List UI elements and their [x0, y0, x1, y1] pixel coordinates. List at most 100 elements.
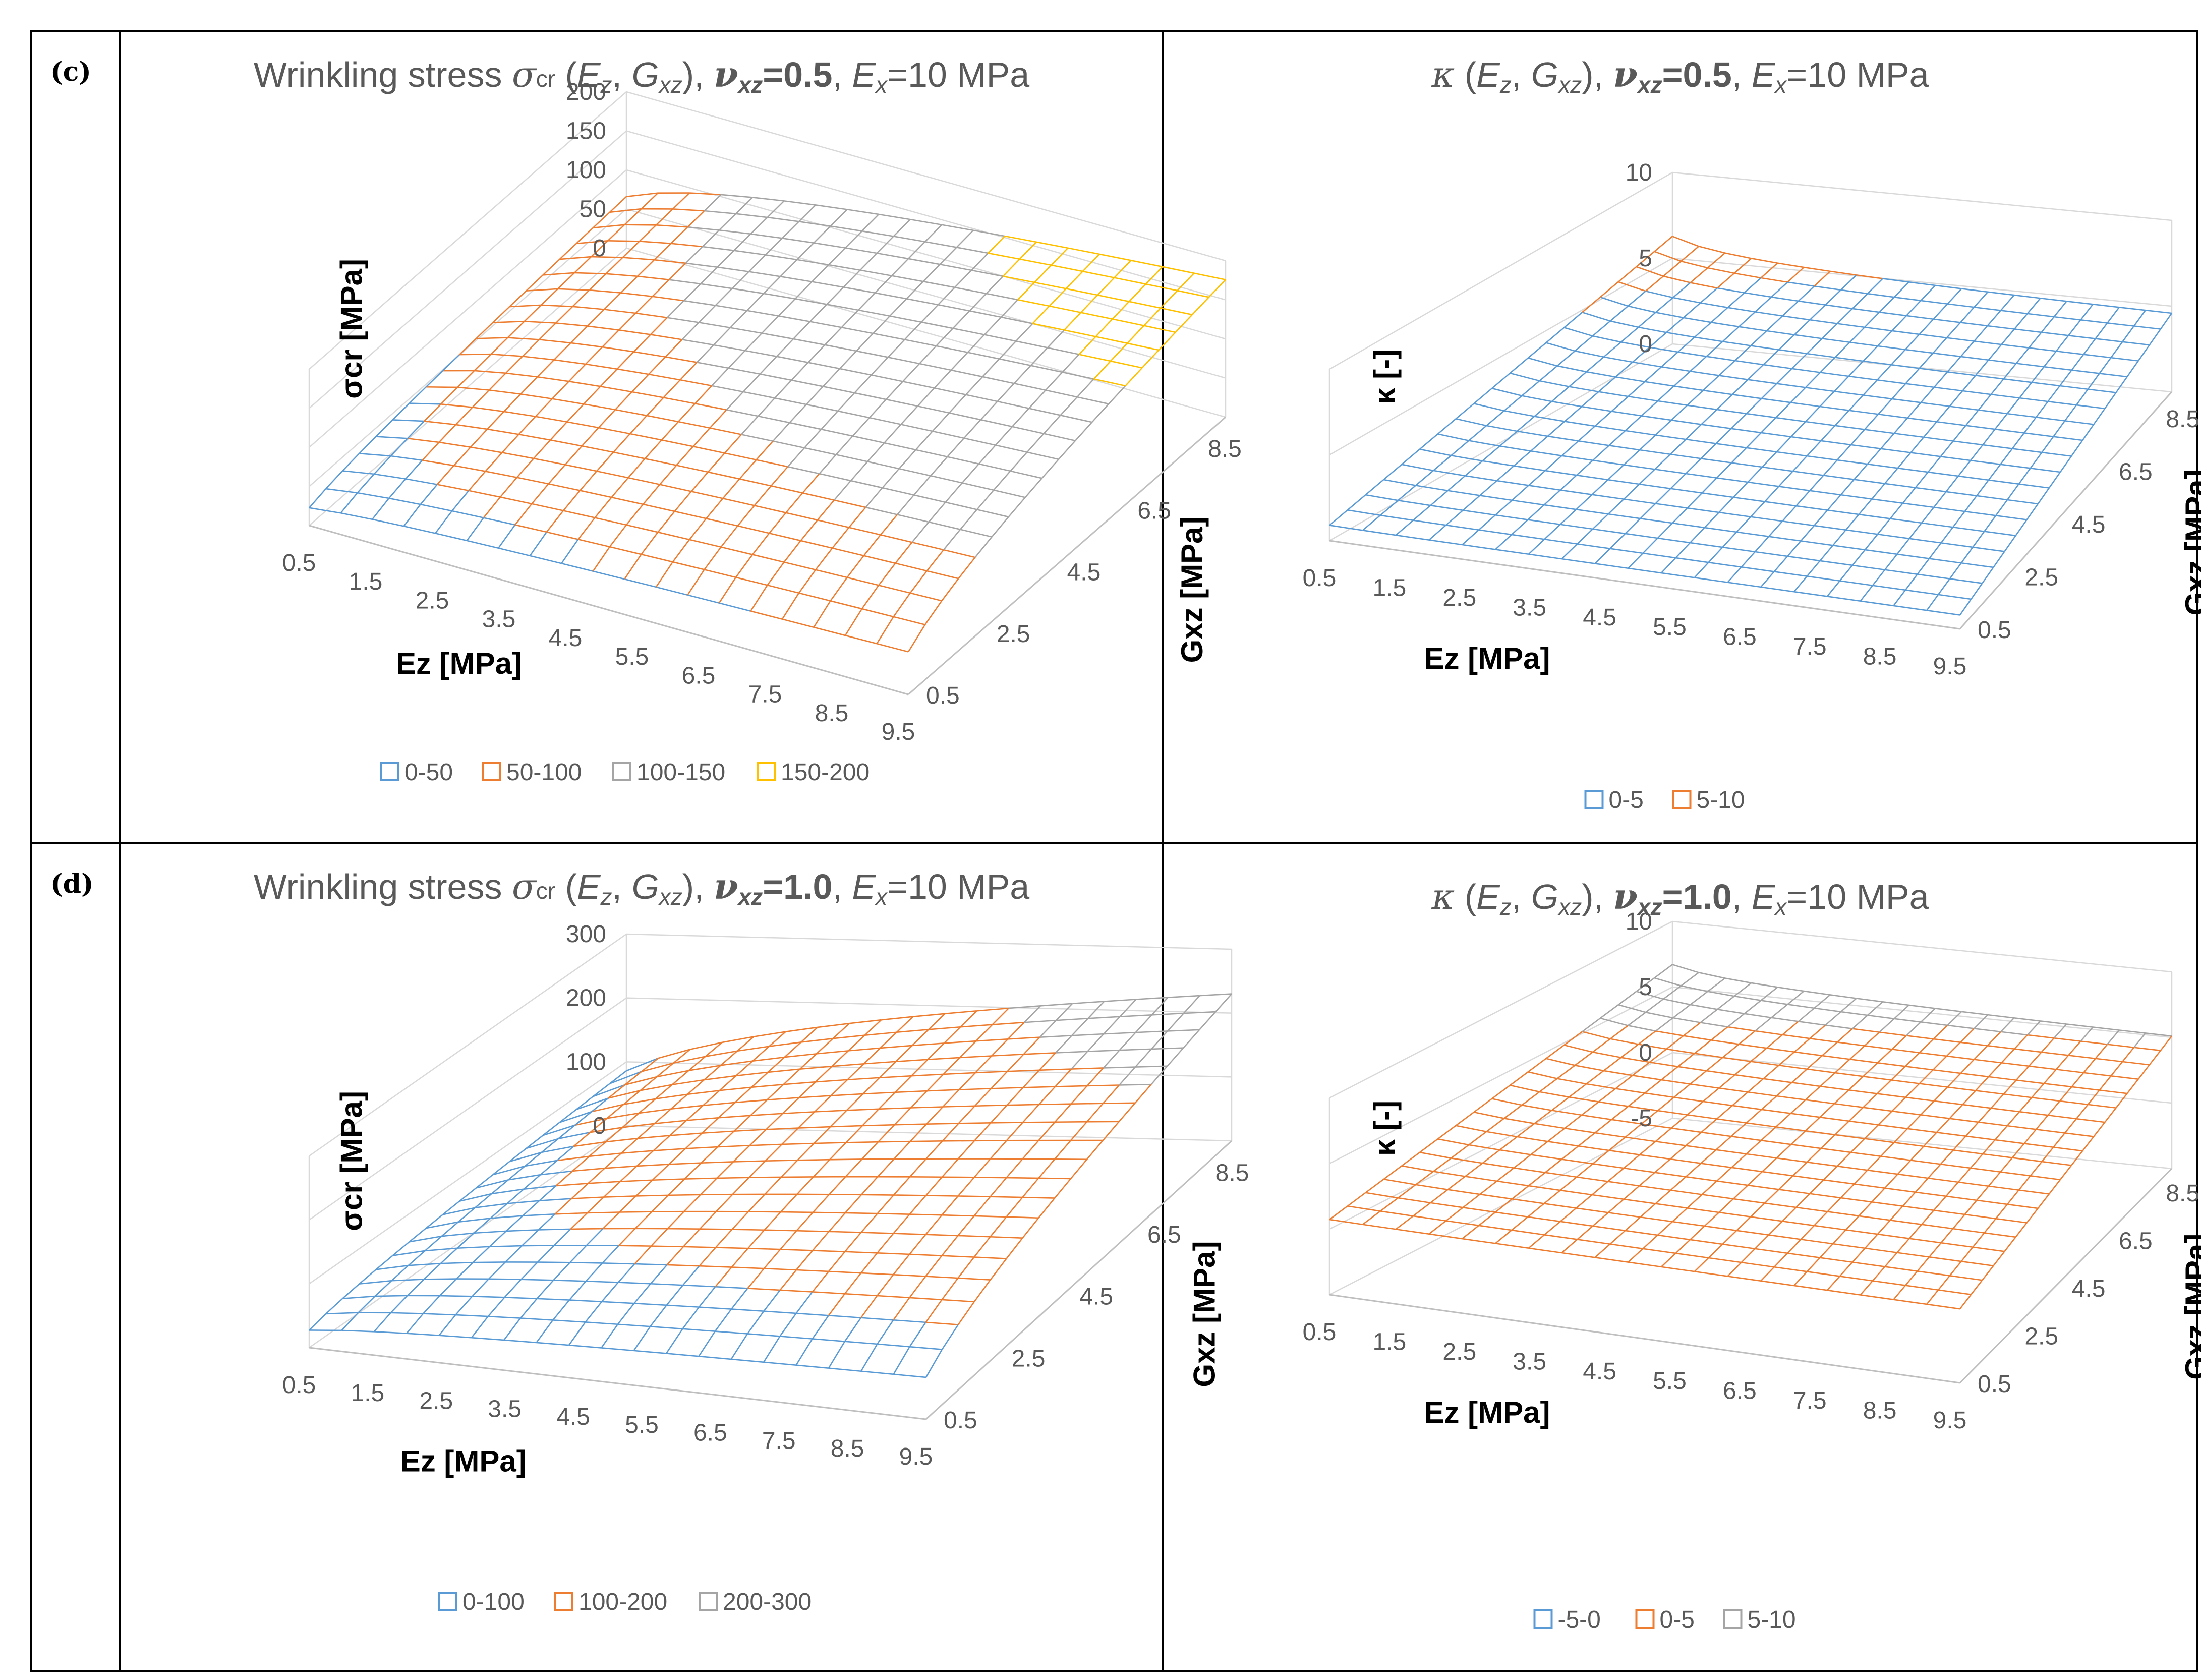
- surface-edge: [990, 1140, 1007, 1160]
- surface-edge: [1747, 467, 1763, 483]
- surface-edge: [921, 321, 953, 329]
- surface-edge: [1825, 289, 1841, 306]
- surface-edge: [1965, 1135, 1995, 1141]
- surface-edge: [1796, 505, 1828, 511]
- surface-edge: [1848, 1076, 1864, 1091]
- surface-edge: [1077, 396, 1109, 405]
- surface-edge: [491, 1188, 524, 1195]
- axes: [1329, 391, 2173, 630]
- surface-edge: [787, 447, 805, 468]
- surface-edge: [1809, 304, 1826, 321]
- surface-edge: [1982, 1139, 1996, 1154]
- surface-edge: [779, 1269, 797, 1291]
- surface-edge: [1022, 1121, 1055, 1123]
- surface-edge: [865, 506, 898, 515]
- surface-edge: [1673, 371, 1691, 387]
- surface-edge: [1910, 1146, 1925, 1161]
- surface-edge: [748, 254, 766, 272]
- surface-edge: [780, 1160, 798, 1178]
- surface-edge: [1910, 1160, 1941, 1165]
- surface-edge: [828, 1314, 861, 1319]
- surface-edge: [1008, 1036, 1040, 1040]
- surface-edge: [1947, 371, 1976, 376]
- surface-edge: [1766, 315, 1783, 331]
- surface-edge: [1727, 582, 1761, 588]
- surface-edge: [688, 518, 707, 540]
- surface-edge: [954, 286, 987, 295]
- surface-edge: [800, 540, 833, 549]
- surface-edge: [634, 1245, 652, 1264]
- surface-edge: [900, 405, 918, 425]
- surface-edge: [1708, 547, 1723, 563]
- surface-edge: [1953, 1149, 1983, 1155]
- surface-edge: [1905, 349, 1933, 354]
- surface-edge: [1660, 557, 1676, 573]
- surface-edge: [1462, 1194, 1481, 1208]
- surface-edge: [829, 1142, 847, 1161]
- surface-edge: [520, 376, 538, 395]
- surface-edge: [656, 1062, 674, 1077]
- surface-edge: [1026, 433, 1045, 453]
- surface-edge: [1849, 341, 1878, 347]
- surface-edge: [1365, 1192, 1399, 1199]
- surface-edge: [520, 393, 553, 400]
- surface-edge: [635, 1179, 653, 1197]
- surface-edge: [815, 547, 833, 570]
- surface-edge: [2040, 1020, 2067, 1025]
- surface-edge: [2003, 363, 2017, 380]
- surface-edge: [669, 1162, 702, 1165]
- surface-edge: [2095, 322, 2108, 339]
- surface-edge: [1707, 977, 1725, 992]
- surface-edge: [555, 1212, 588, 1215]
- surface-edge: [1809, 1179, 1824, 1194]
- surface-edge: [1947, 356, 1961, 373]
- surface-edge: [671, 1070, 689, 1085]
- surface-edge: [947, 437, 965, 457]
- surface-edge: [978, 444, 996, 465]
- surface-edge: [1437, 1138, 1469, 1146]
- surface-edge: [1764, 486, 1779, 502]
- surface-edge: [1878, 398, 1893, 415]
- surface-edge: [650, 317, 668, 335]
- table-border: [30, 30, 2198, 1672]
- surface-edge: [407, 437, 439, 443]
- surface-edge: [1722, 1044, 1740, 1058]
- surface-edge: [814, 626, 846, 636]
- surface-edge: [830, 600, 862, 610]
- surface-edge: [705, 1050, 738, 1057]
- surface-edge: [1644, 366, 1662, 382]
- surface-edge: [1655, 488, 1671, 504]
- surface-edge: [839, 351, 857, 369]
- surface-edge: [1522, 1104, 1552, 1111]
- surface-edge: [489, 1278, 522, 1281]
- surface-edge: [817, 519, 849, 528]
- surface-edge: [1655, 434, 1686, 440]
- surface-edge: [1920, 285, 1936, 301]
- surface-edge: [1594, 548, 1611, 564]
- surface-edge: [1976, 1185, 1989, 1201]
- surface-edge: [1038, 1052, 1056, 1071]
- surface-edge: [1960, 1059, 1975, 1074]
- x-axis-line: [1329, 1294, 1960, 1384]
- surface-edge: [735, 1060, 754, 1076]
- surface-edge: [1722, 340, 1751, 346]
- surface-edge: [896, 494, 915, 515]
- surface-edge: [520, 1261, 538, 1280]
- surface-edge: [498, 524, 516, 549]
- surface-edge: [641, 192, 659, 210]
- surface-edge: [875, 292, 907, 300]
- surface-edge: [483, 517, 515, 526]
- surface-edge: [796, 1230, 829, 1233]
- surface-edge: [457, 370, 475, 388]
- surface-edge: [1934, 1209, 1965, 1215]
- surface-edge: [1199, 1011, 1217, 1030]
- surface-edge: [1628, 1248, 1644, 1263]
- surface-edge: [1892, 398, 1921, 403]
- surface-edge: [1611, 396, 1629, 412]
- surface-edge: [793, 321, 811, 339]
- surface-edge: [1834, 1103, 1864, 1108]
- surface-edge: [1097, 294, 1129, 303]
- surface-edge: [531, 483, 549, 504]
- surface-edge: [1183, 995, 1200, 1014]
- surface-edge: [1701, 1163, 1732, 1169]
